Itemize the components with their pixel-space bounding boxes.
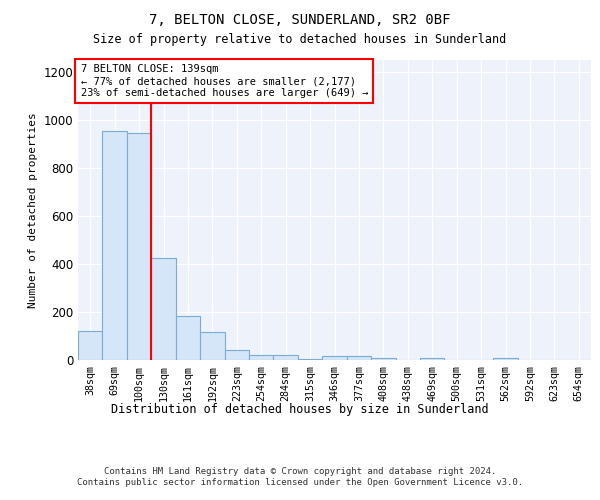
Text: Distribution of detached houses by size in Sunderland: Distribution of detached houses by size … bbox=[111, 402, 489, 415]
Bar bbox=[371, 358, 395, 360]
Bar bbox=[420, 358, 445, 360]
Bar bbox=[298, 359, 322, 360]
Text: Size of property relative to detached houses in Sunderland: Size of property relative to detached ho… bbox=[94, 32, 506, 46]
Bar bbox=[224, 350, 249, 360]
Bar bbox=[274, 355, 298, 360]
Bar bbox=[493, 358, 518, 360]
Bar bbox=[347, 356, 371, 360]
Bar bbox=[200, 332, 224, 360]
Text: Contains HM Land Registry data © Crown copyright and database right 2024.
Contai: Contains HM Land Registry data © Crown c… bbox=[77, 468, 523, 487]
Bar bbox=[249, 355, 274, 360]
Text: 7 BELTON CLOSE: 139sqm
← 77% of detached houses are smaller (2,177)
23% of semi-: 7 BELTON CLOSE: 139sqm ← 77% of detached… bbox=[80, 64, 368, 98]
Bar bbox=[78, 331, 103, 360]
Y-axis label: Number of detached properties: Number of detached properties bbox=[28, 112, 38, 308]
Text: 7, BELTON CLOSE, SUNDERLAND, SR2 0BF: 7, BELTON CLOSE, SUNDERLAND, SR2 0BF bbox=[149, 12, 451, 26]
Bar bbox=[151, 258, 176, 360]
Bar bbox=[103, 131, 127, 360]
Bar bbox=[127, 133, 151, 360]
Bar bbox=[322, 356, 347, 360]
Bar bbox=[176, 316, 200, 360]
